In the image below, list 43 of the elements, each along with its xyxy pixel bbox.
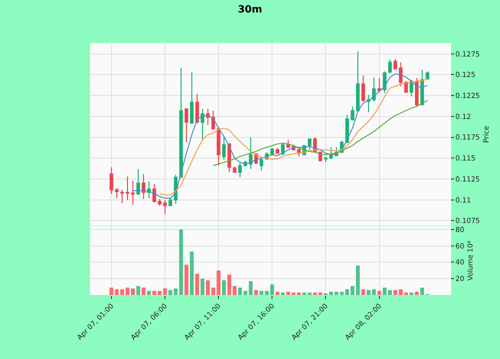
bar [184, 264, 188, 295]
bar [254, 290, 258, 295]
candlestick [377, 78, 382, 92]
candlestick [184, 108, 188, 143]
bar [222, 280, 226, 295]
candlestick [195, 93, 199, 124]
bar [195, 274, 200, 295]
bar [190, 252, 194, 295]
candlestick [152, 183, 156, 203]
candlestick [426, 70, 430, 80]
candlestick [324, 156, 328, 163]
candlestick [248, 136, 253, 170]
candlestick [232, 166, 236, 173]
candlestick [142, 173, 146, 200]
candlestick [276, 148, 280, 154]
candlestick [388, 59, 392, 74]
bar [147, 290, 151, 295]
bar [200, 278, 204, 295]
candlestick [260, 158, 264, 172]
chart-title: 30m [238, 4, 262, 16]
candlestick [200, 108, 204, 140]
bar [136, 286, 140, 295]
bar [414, 292, 419, 295]
line-series [212, 100, 428, 166]
candlestick [179, 68, 183, 178]
line-series [159, 78, 428, 196]
candlestick [168, 198, 172, 206]
bar [142, 288, 146, 295]
line-series [132, 73, 428, 199]
candlestick [394, 58, 398, 70]
candlestick [222, 136, 226, 160]
bar [276, 292, 280, 295]
candlestick [286, 139, 290, 148]
candlestick [114, 188, 119, 199]
candlestick [372, 76, 376, 102]
candlestick [398, 62, 403, 87]
candlestick [190, 72, 194, 124]
candlestick [361, 75, 366, 102]
candlestick [308, 138, 312, 150]
candlestick [136, 168, 140, 196]
candlestick [270, 148, 274, 156]
candlestick [211, 110, 216, 130]
candlestick [110, 166, 114, 194]
